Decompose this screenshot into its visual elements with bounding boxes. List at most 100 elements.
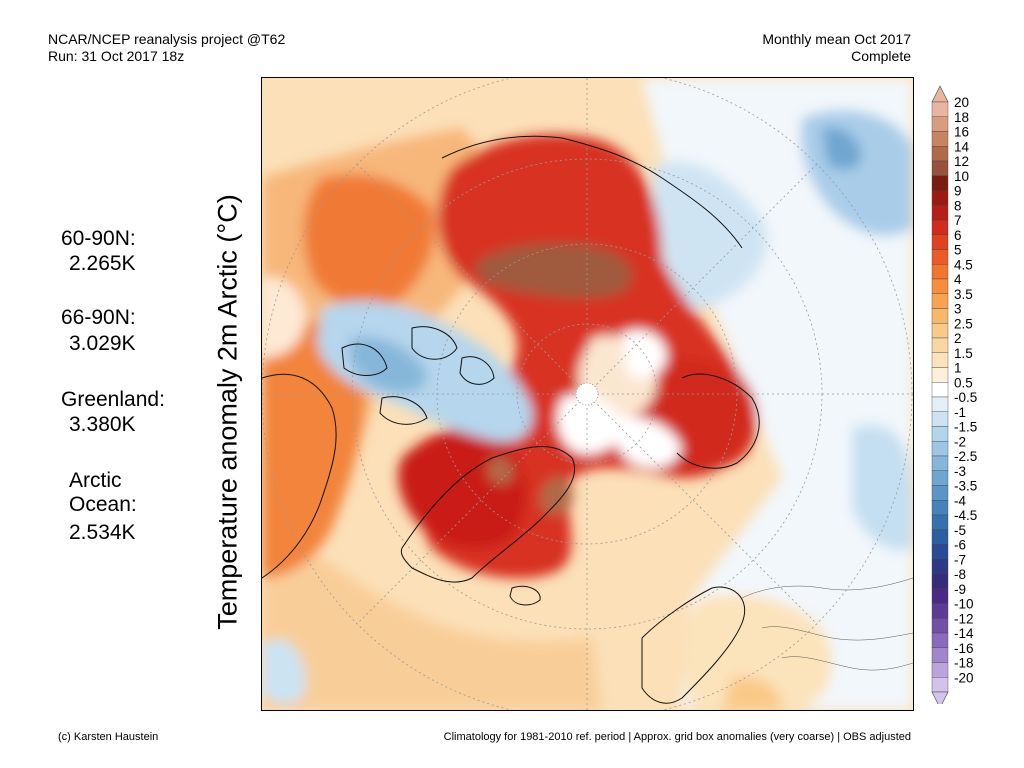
- colorbar-swatch: [931, 559, 949, 575]
- colorbar-swatch: [931, 160, 949, 176]
- colorbar-swatch: [931, 219, 949, 235]
- colorbar-tick-label: 18: [954, 110, 969, 125]
- colorbar-swatch: [931, 441, 949, 457]
- colorbar-swatch: [931, 249, 949, 265]
- colorbar-tick-label: -8: [954, 567, 966, 582]
- colorbar-tick-label: 16: [954, 125, 969, 140]
- colorbar-tick-label: -1: [954, 405, 966, 420]
- map-title: Temperature anomaly 2m Arctic (°C): [212, 194, 243, 630]
- colorbar-tick-label: -9: [954, 582, 966, 597]
- colorbar-swatch: [931, 603, 949, 619]
- colorbar-tick-label: 10: [954, 169, 969, 184]
- colorbar-swatch: [931, 500, 949, 516]
- colorbar-swatch: [931, 234, 949, 250]
- colorbar-swatch: [931, 529, 949, 545]
- colorbar-tick-label: -10: [954, 597, 974, 612]
- region-label: Arctic Ocean:: [69, 469, 137, 516]
- colorbar-tick-label: 5: [954, 243, 962, 258]
- anomaly-map-graphic: [262, 78, 913, 710]
- colorbar-swatch: [931, 455, 949, 471]
- colorbar-arrow-bottom: [931, 691, 949, 704]
- colorbar-swatch: [931, 175, 949, 191]
- colorbar-swatch: [931, 131, 949, 147]
- region-value: 2.265K: [69, 252, 136, 275]
- colorbar-tick-label: -2: [954, 434, 966, 449]
- region-label: 66-90N:: [61, 306, 136, 329]
- colorbar-tick-label: -7: [954, 552, 966, 567]
- completion-status: Complete: [851, 48, 911, 64]
- colorbar-swatch: [931, 190, 949, 206]
- region-label: Greenland:: [61, 388, 165, 411]
- colorbar-swatch: [931, 514, 949, 530]
- run-info: Run: 31 Oct 2017 18z: [48, 48, 185, 64]
- anomaly-map: [261, 77, 914, 711]
- colorbar-tick-label: 7: [954, 213, 962, 228]
- colorbar-tick-label: -16: [954, 641, 974, 656]
- colorbar-swatch: [931, 264, 949, 280]
- colorbar-tick-label: -4: [954, 493, 966, 508]
- north-pole-marker: [575, 382, 599, 406]
- colorbar-swatch: [931, 470, 949, 486]
- period-title: Monthly mean Oct 2017: [762, 31, 911, 47]
- colorbar-swatch: [931, 367, 949, 383]
- colorbar: 201816141210987654.543.532.521.510.5-0.5…: [931, 85, 977, 704]
- colorbar-tick-label: -20: [954, 670, 974, 685]
- colorbar-swatch: [931, 426, 949, 442]
- colorbar-tick-label: -14: [954, 626, 974, 641]
- region-value: 3.380K: [69, 413, 136, 436]
- colorbar-swatch: [931, 411, 949, 427]
- colorbar-swatch: [931, 382, 949, 398]
- colorbar-swatch: [931, 588, 949, 604]
- colorbar-tick-label: -18: [954, 656, 974, 671]
- colorbar-swatch: [931, 647, 949, 663]
- colorbar-swatch: [931, 278, 949, 294]
- region-value: 3.029K: [69, 332, 136, 355]
- region-value: 2.534K: [69, 521, 136, 544]
- colorbar-tick-label: -4.5: [954, 508, 977, 523]
- colorbar-swatch: [931, 544, 949, 560]
- colorbar-swatch: [931, 101, 949, 117]
- colorbar-tick-label: -12: [954, 611, 974, 626]
- colorbar-swatch: [931, 573, 949, 589]
- colorbar-labels: 201816141210987654.543.532.521.510.5-0.5…: [954, 95, 977, 685]
- colorbar-swatch: [931, 396, 949, 412]
- colorbar-tick-label: 1.5: [954, 346, 973, 361]
- colorbar-tick-label: -0.5: [954, 390, 977, 405]
- colorbar-swatch: [931, 116, 949, 132]
- colorbar-tick-label: 4.5: [954, 257, 973, 272]
- colorbar-swatch: [931, 146, 949, 162]
- colorbar-swatches: [931, 85, 949, 704]
- colorbar-tick-label: 6: [954, 228, 962, 243]
- copyright: (c) Karsten Haustein: [58, 731, 159, 743]
- colorbar-swatch: [931, 662, 949, 678]
- colorbar-tick-label: 4: [954, 272, 962, 287]
- climatology-note: Climatology for 1981-2010 ref. period | …: [443, 731, 911, 743]
- colorbar-swatch: [931, 308, 949, 324]
- colorbar-tick-label: -3: [954, 464, 966, 479]
- colorbar-tick-label: 8: [954, 198, 962, 213]
- model-title: NCAR/NCEP reanalysis project @T62: [48, 31, 286, 47]
- country-borders: [741, 577, 913, 671]
- coastlines: [262, 135, 760, 704]
- colorbar-tick-label: 0.5: [954, 375, 973, 390]
- colorbar-tick-label: 3.5: [954, 287, 973, 302]
- colorbar-tick-label: 20: [954, 95, 969, 110]
- colorbar-tick-label: 9: [954, 184, 962, 199]
- colorbar-tick-label: 1: [954, 361, 962, 376]
- colorbar-swatch: [931, 337, 949, 353]
- colorbar-swatch: [931, 632, 949, 648]
- region-label: 60-90N:: [61, 227, 136, 250]
- colorbar-tick-label: -2.5: [954, 449, 977, 464]
- colorbar-swatch: [931, 677, 949, 693]
- colorbar-swatch: [931, 485, 949, 501]
- colorbar-swatch: [931, 205, 949, 221]
- colorbar-tick-label: -3.5: [954, 479, 977, 494]
- colorbar-swatch: [931, 618, 949, 634]
- colorbar-swatch: [931, 323, 949, 339]
- colorbar-tick-label: 14: [954, 139, 970, 154]
- colorbar-tick-label: -1.5: [954, 420, 977, 435]
- colorbar-tick-label: -6: [954, 538, 966, 553]
- colorbar-arrow-top: [931, 85, 949, 103]
- colorbar-tick-label: -5: [954, 523, 966, 538]
- colorbar-tick-label: 2: [954, 331, 962, 346]
